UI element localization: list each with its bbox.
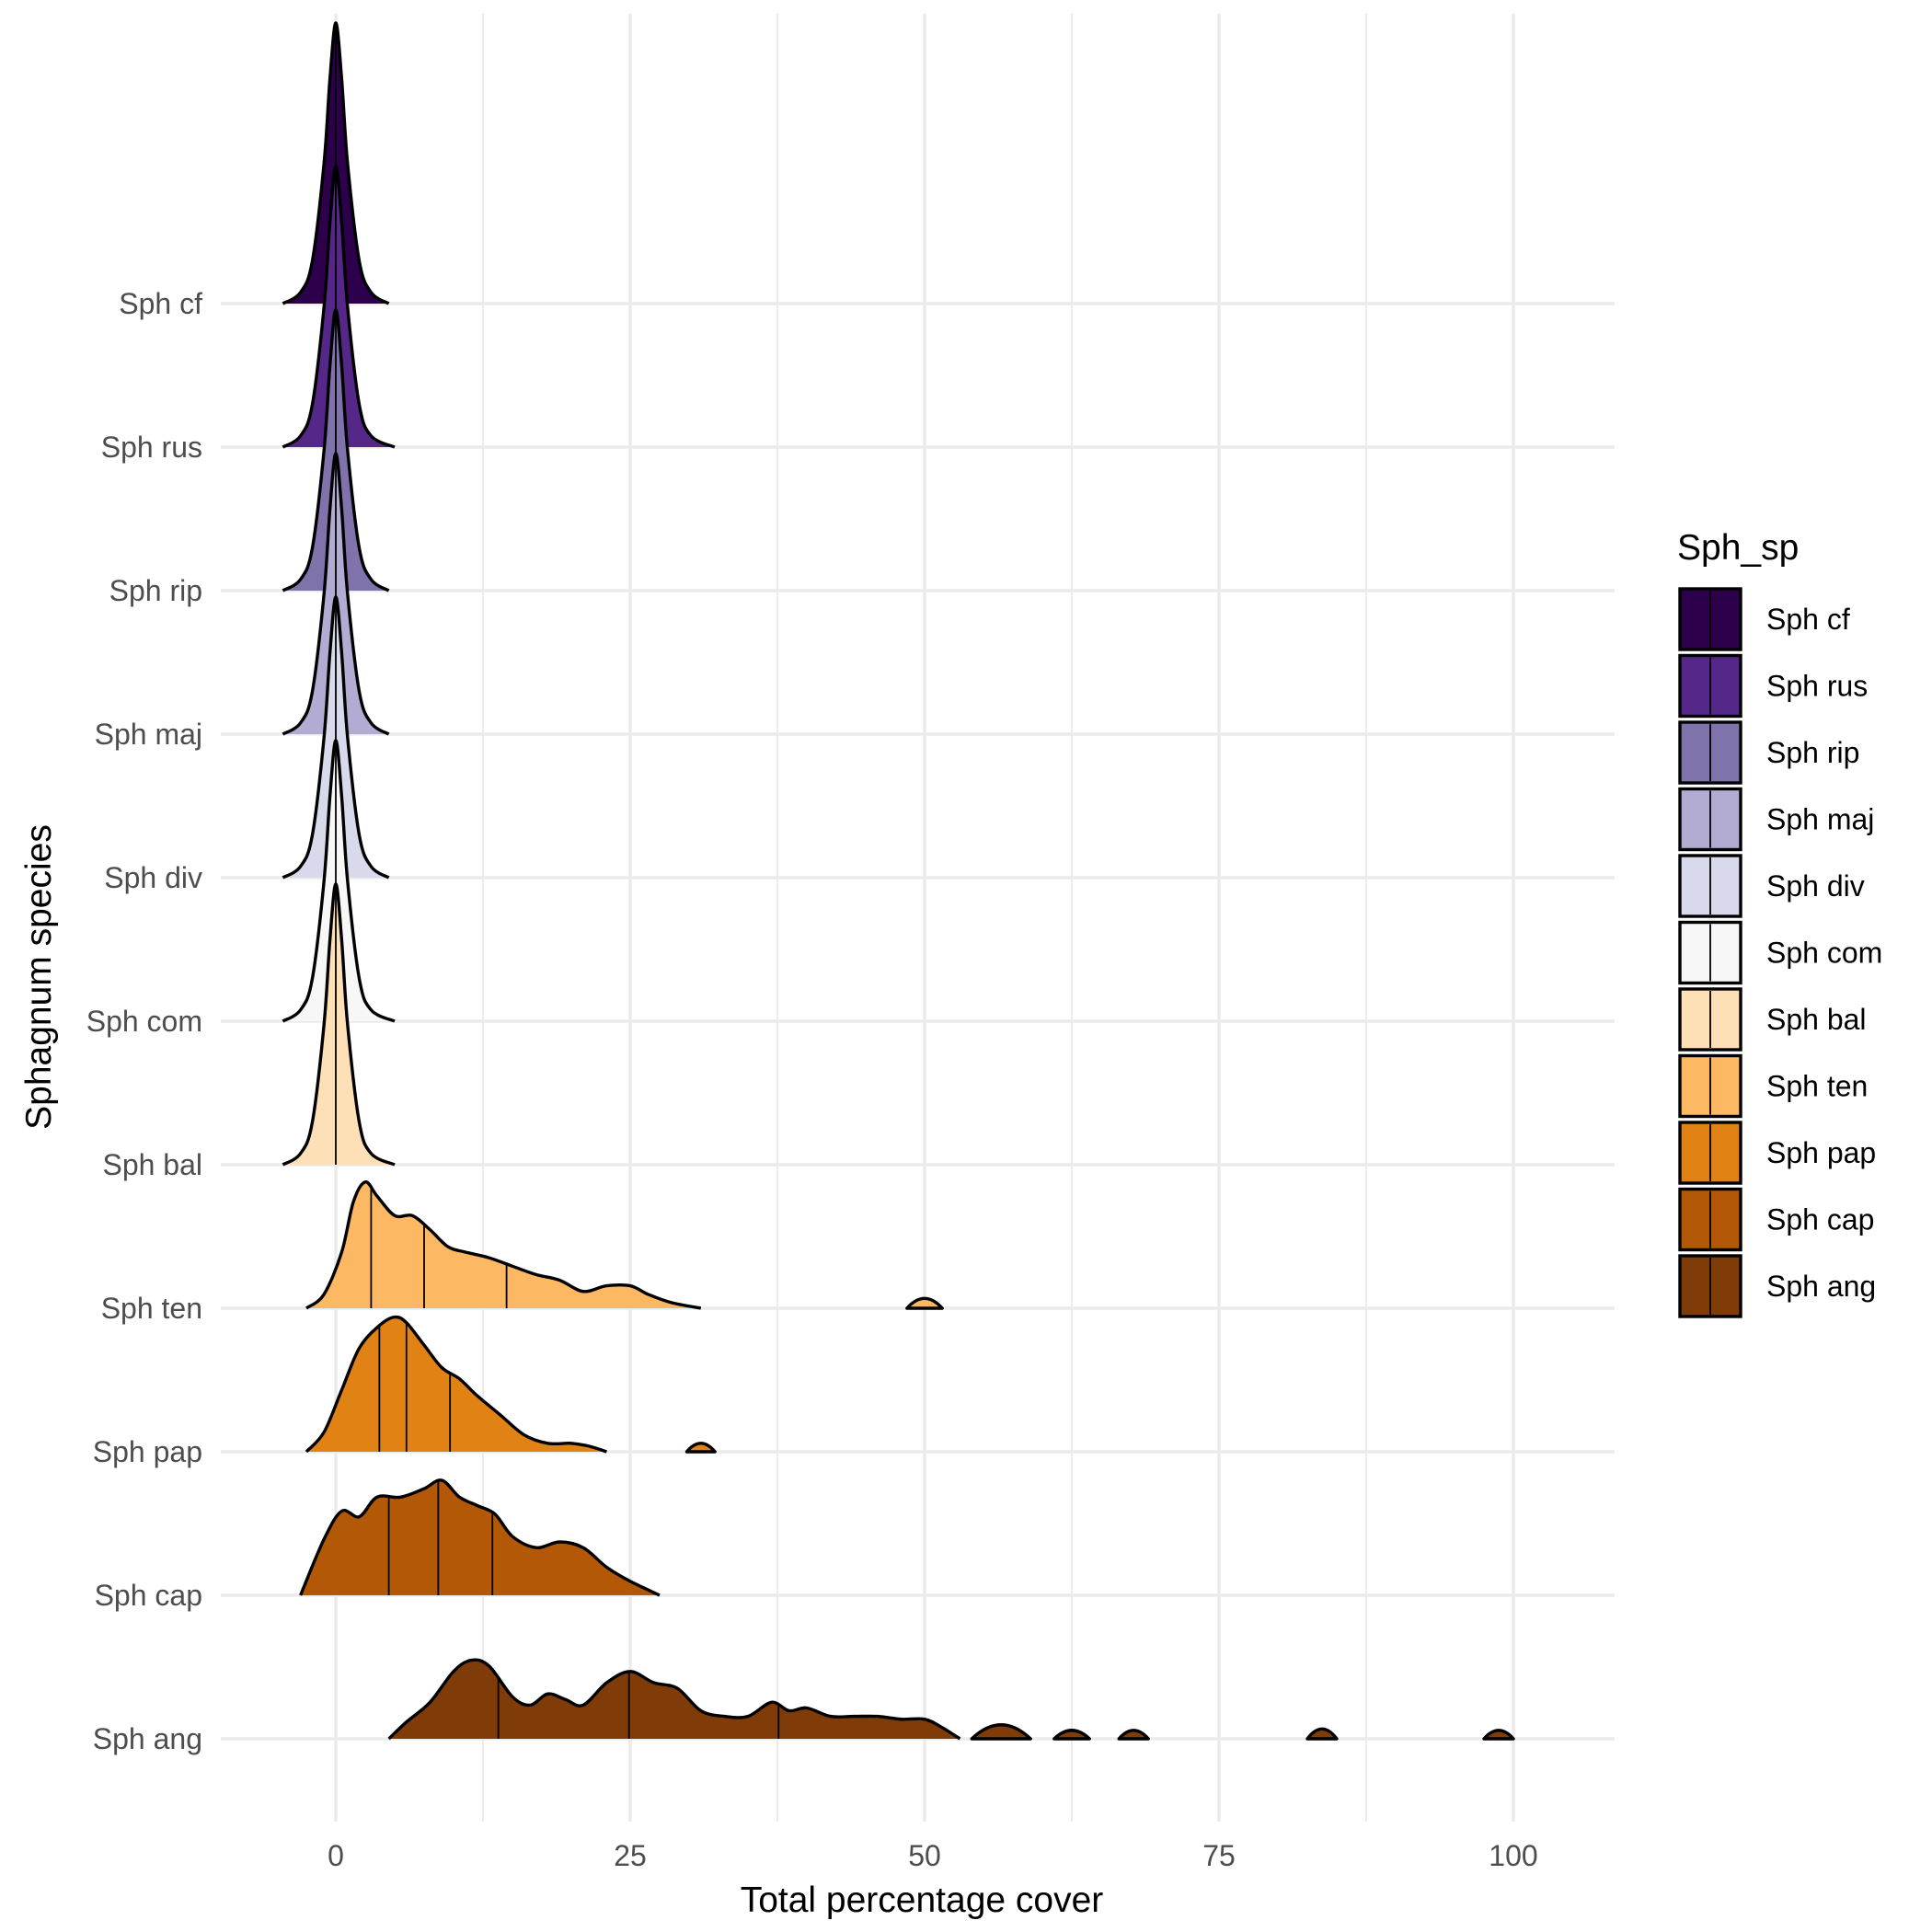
ridge-outline (282, 21, 390, 305)
legend-label: Sph bal (1766, 1003, 1867, 1036)
legend-item-sph-cap: Sph cap (1678, 1187, 1874, 1252)
ridge-fill (282, 167, 395, 447)
legend-item-sph-bal: Sph bal (1678, 987, 1867, 1052)
ridge-outline (282, 165, 396, 449)
legend-label: Sph div (1766, 869, 1865, 903)
ridge-sph-pap (305, 1315, 717, 1454)
ridge-sph-bal (282, 882, 396, 1167)
legend-item-sph-div: Sph div (1678, 854, 1865, 918)
y-tick-label: Sph div (104, 861, 202, 894)
ridge-outline (299, 1478, 661, 1597)
ridge-sph-cap (299, 1478, 661, 1597)
legend-item-sph-rus: Sph rus (1678, 653, 1868, 719)
legend-item-sph-com: Sph com (1678, 920, 1882, 985)
ridge-fill (282, 884, 395, 1165)
ridge-outline (305, 1315, 607, 1454)
x-tick-label: 0 (328, 1839, 344, 1872)
legend-label: Sph maj (1766, 803, 1874, 836)
legend-label: Sph ten (1766, 1070, 1868, 1103)
legend-label: Sph cap (1766, 1203, 1874, 1236)
ridge-fill (282, 741, 395, 1021)
legend-item-sph-cf: Sph cf (1678, 587, 1850, 651)
legend-label: Sph rip (1766, 736, 1859, 769)
y-tick-label: Sph rip (109, 574, 202, 607)
ridge-tail-segment (1305, 1727, 1339, 1741)
ridges (282, 21, 1515, 1741)
legend-item-sph-ang: Sph ang (1678, 1254, 1876, 1318)
y-tick-label: Sph ten (101, 1292, 202, 1325)
x-tick-label: 75 (1202, 1839, 1236, 1872)
ridge-fill (306, 1181, 701, 1308)
x-axis-title: Total percentage cover (741, 1880, 1104, 1920)
x-axis-tick-labels: 0 25 50 75 100 (328, 1839, 1538, 1872)
ridge-fill (306, 1317, 607, 1452)
ridge-fill (388, 1660, 960, 1739)
y-tick-label: Sph com (86, 1005, 202, 1038)
y-tick-label: Sph cap (95, 1579, 202, 1612)
y-tick-label: Sph bal (102, 1148, 202, 1181)
y-tick-label: Sph pap (93, 1435, 202, 1468)
legend-label: Sph cf (1766, 603, 1850, 636)
ridge-tail-segment (970, 1723, 1032, 1741)
x-tick-label: 25 (614, 1839, 647, 1872)
y-tick-label: Sph ang (93, 1722, 202, 1755)
ridge-sph-ang (387, 1658, 1515, 1741)
y-tick-label: Sph rus (101, 431, 202, 464)
x-tick-label: 50 (908, 1839, 941, 1872)
ridge-outline (387, 1658, 961, 1741)
ridge-outline (305, 1180, 702, 1310)
legend-label: Sph ang (1766, 1270, 1876, 1303)
ridge-tail-segment (684, 1442, 717, 1454)
legend-item-sph-rip: Sph rip (1678, 720, 1859, 785)
legend-item-sph-maj: Sph maj (1678, 787, 1874, 852)
ridge-tail-segment (905, 1296, 944, 1310)
ridge-outline (282, 882, 396, 1167)
legend-label: Sph rus (1766, 670, 1868, 703)
legend-label: Sph com (1766, 937, 1882, 970)
ridge-sph-ten (305, 1180, 944, 1310)
y-tick-label: Sph cf (119, 287, 202, 320)
ridge-outline (282, 595, 390, 880)
x-tick-label: 100 (1489, 1839, 1537, 1872)
y-axis-tick-labels: Sph cf Sph rus Sph rip Sph maj Sph div Sph co… (86, 287, 202, 1755)
ridge-tail-segment (1052, 1729, 1091, 1741)
ridge-tail-segment (1117, 1729, 1150, 1741)
y-tick-label: Sph maj (95, 718, 202, 751)
y-axis-title: Sphagnum species (19, 824, 59, 1130)
ridge-tail-segment (1482, 1729, 1515, 1741)
legend-label: Sph pap (1766, 1136, 1876, 1169)
legend: Sph_sp Sph cf Sph rus Sph rip Sph maj Sph di… (1677, 528, 1882, 1318)
grid-lines (221, 14, 1615, 1822)
ridge-outline (282, 739, 396, 1023)
legend-item-sph-pap: Sph pap (1678, 1121, 1876, 1185)
ridge-fill (300, 1479, 660, 1595)
ridge-outline (282, 308, 390, 592)
legend-title: Sph_sp (1677, 528, 1799, 568)
legend-item-sph-ten: Sph ten (1678, 1053, 1868, 1119)
ridge-outline (282, 452, 390, 736)
